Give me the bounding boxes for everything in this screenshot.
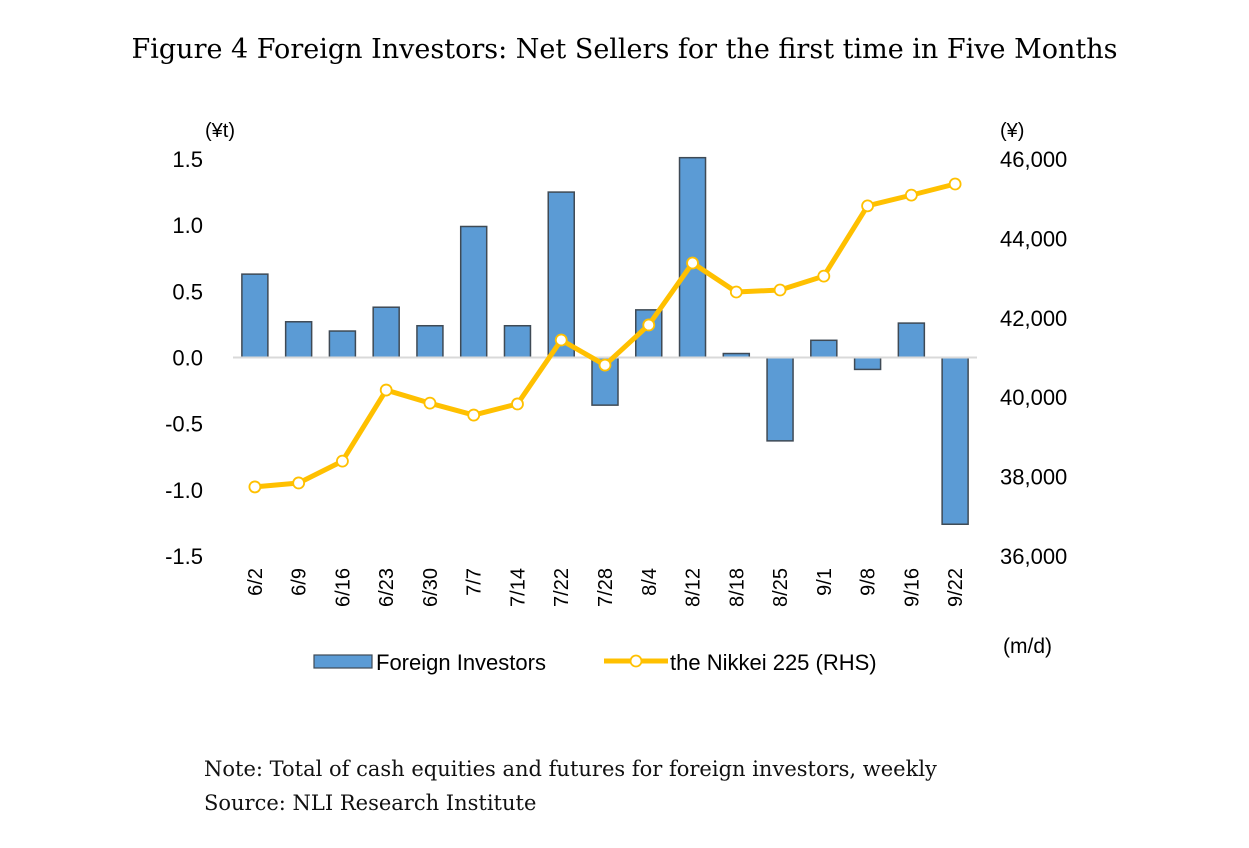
nikkei-point-6/16 xyxy=(336,454,349,468)
x-tick-label: 7/28 xyxy=(595,568,617,607)
x-tick-label: 9/8 xyxy=(858,568,880,596)
legend-foreign-investors: Foreign Investors xyxy=(376,650,546,675)
x-tick-label: 8/18 xyxy=(726,568,748,607)
left-axis-unit: (¥t) xyxy=(205,120,235,142)
source: Source: NLI Research Institute xyxy=(204,791,537,815)
x-tick-label: 6/23 xyxy=(376,568,398,607)
nikkei-point-9/1 xyxy=(817,269,831,283)
right-tick-label: 36,000 xyxy=(1000,544,1067,569)
x-tick-label: 9/22 xyxy=(945,568,967,607)
left-tick-label: 0.0 xyxy=(172,346,203,371)
nikkei-point-9/16 xyxy=(904,188,918,202)
left-tick-label: 0.5 xyxy=(172,279,203,304)
nikkei-point-6/23 xyxy=(379,383,393,397)
x-axis-unit: (m/d) xyxy=(1003,635,1052,658)
left-tick-label: 1.0 xyxy=(172,213,203,238)
right-tick-label: 38,000 xyxy=(1000,465,1067,490)
bar-7/22 xyxy=(547,191,575,359)
nikkei-point-7/14 xyxy=(511,397,524,411)
legend-nikkei: the Nikkei 225 (RHS) xyxy=(670,650,877,675)
right-axis-unit: (¥) xyxy=(1000,120,1024,142)
nikkei-point-6/9 xyxy=(292,476,306,490)
nikkei-point-6/30 xyxy=(423,396,437,410)
bar-9/16 xyxy=(897,322,926,359)
left-tick-label: 1.5 xyxy=(172,147,203,172)
bar-6/23 xyxy=(372,306,400,359)
x-tick-label: 6/30 xyxy=(420,568,442,607)
x-tick-label: 8/25 xyxy=(770,568,792,607)
bar-6/9 xyxy=(284,321,313,359)
right-tick-label: 46,000 xyxy=(1000,147,1067,172)
x-tick-label: 8/12 xyxy=(683,568,705,607)
nikkei-point-8/18 xyxy=(729,285,743,299)
right-tick-label: 40,000 xyxy=(1000,385,1067,410)
x-tick-label: 7/7 xyxy=(464,568,486,596)
nikkei-point-7/22 xyxy=(554,333,568,347)
nikkei-point-7/7 xyxy=(467,408,481,422)
left-tick-label: -1.5 xyxy=(165,544,203,569)
x-tick-label: 6/2 xyxy=(245,568,267,596)
bar-6/16 xyxy=(328,330,357,359)
x-tick-label: 7/14 xyxy=(507,568,529,607)
bar-7/14 xyxy=(503,324,532,359)
bar-8/25 xyxy=(766,356,794,442)
bar-6/30 xyxy=(416,324,444,359)
nikkei-point-9/8 xyxy=(861,199,874,213)
x-tick-label: 9/16 xyxy=(901,568,923,607)
left-tick-label: -0.5 xyxy=(165,412,203,437)
nikkei-point-9/22 xyxy=(948,177,962,191)
nikkei-point-6/2 xyxy=(248,480,262,494)
bar-9/1 xyxy=(810,339,838,359)
bar-6/2 xyxy=(241,273,269,359)
right-tick-label: 42,000 xyxy=(1000,306,1067,331)
nikkei-point-8/4 xyxy=(642,318,656,332)
x-tick-label: 6/9 xyxy=(289,568,311,596)
legend-line-marker xyxy=(629,654,643,668)
figure-title: Figure 4 Foreign Investors: Net Sellers … xyxy=(131,34,1118,65)
x-tick-label: 9/1 xyxy=(814,568,836,596)
bar-9/22 xyxy=(941,356,969,525)
nikkei-point-8/25 xyxy=(773,283,787,297)
note: Note: Total of cash equities and futures… xyxy=(204,757,937,781)
nikkei-point-8/12 xyxy=(686,256,699,270)
bar-9/8 xyxy=(853,356,882,371)
nikkei-point-7/28 xyxy=(598,358,612,372)
right-tick-label: 44,000 xyxy=(1000,226,1067,251)
x-tick-label: 8/4 xyxy=(639,568,661,596)
legend-bar-swatch xyxy=(313,654,373,669)
x-tick-label: 7/22 xyxy=(551,568,573,607)
x-tick-label: 6/16 xyxy=(332,568,354,607)
nikkei-line xyxy=(254,181,956,490)
bar-7/7 xyxy=(459,225,488,359)
left-tick-label: -1.0 xyxy=(165,478,203,503)
